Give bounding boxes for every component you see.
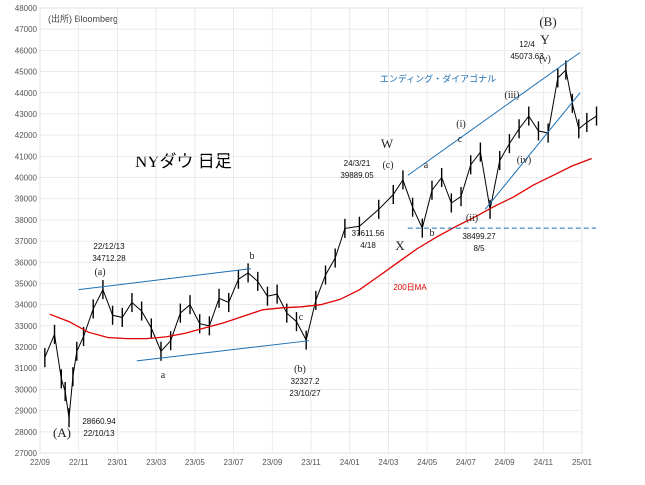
wave-label: (v) [539,54,551,65]
y-tick-label: 38000 [15,216,38,225]
y-tick-label: 48000 [15,4,38,13]
wave-label: (A) [53,425,71,440]
point-value-label: 28660.94 [82,417,116,426]
chart-title: NYダウ 日足 [135,152,232,171]
trendline [484,92,581,210]
wave-label: X [395,238,405,253]
y-tick-label: 45000 [15,68,38,77]
y-tick-label: 32000 [15,343,38,352]
y-tick-label: 41000 [15,152,38,161]
wave-label: (iii) [505,90,520,101]
point-value-label: 45073.63 [510,52,544,61]
point-date-label: 22/10/13 [83,429,115,438]
x-tick-label: 24/05 [417,458,438,467]
wave-label: W [381,136,394,151]
x-tick-label: 24/01 [340,458,361,467]
wave-label: c [458,134,463,145]
x-tick-label: 23/09 [262,458,283,467]
wave-label: a [424,160,429,171]
trendline [407,52,581,176]
y-tick-label: 35000 [15,279,38,288]
x-tick-label: 23/07 [224,458,245,467]
y-tick-label: 29000 [15,407,38,416]
y-tick-label: 47000 [15,25,38,34]
y-tick-label: 33000 [15,322,38,331]
point-date-label: 22/12/13 [93,242,125,251]
point-date-label: 23/10/27 [289,389,321,398]
wave-label: (c) [382,160,393,171]
x-tick-label: 23/03 [146,458,167,467]
y-tick-label: 27000 [15,449,38,458]
x-tick-label: 22/11 [69,458,89,467]
point-date-label: 4/18 [360,241,376,250]
x-tick-label: 24/11 [534,458,554,467]
wave-label: (ii) [466,213,478,224]
y-tick-label: 34000 [15,301,38,310]
point-value-label: 32327.2 [291,377,320,386]
trendline [78,268,252,291]
y-tick-label: 37000 [15,237,38,246]
x-tick-label: 25/01 [572,458,593,467]
x-tick-label: 23/01 [107,458,128,467]
y-tick-label: 36000 [15,258,38,267]
x-tick-label: 24/03 [378,458,399,467]
wave-label: a [161,370,166,381]
y-tick-label: 44000 [15,89,38,98]
x-tick-label: 24/07 [456,458,477,467]
x-tick-label: 24/09 [495,458,516,467]
point-value-label: 34712.28 [92,254,126,263]
y-tick-label: 46000 [15,46,38,55]
y-tick-label: 28000 [15,428,38,437]
x-tick-label: 23/05 [185,458,206,467]
point-date-label: 12/4 [519,40,535,49]
source-label: (出所) Bloomberg [48,13,118,24]
wave-label: (b) [294,364,306,375]
y-tick-label: 31000 [15,364,38,373]
x-tick-label: 22/09 [30,458,51,467]
wave-label: c [299,312,304,323]
wave-label: (iv) [517,155,531,166]
wave-label: Y [540,32,550,47]
wave-label: (i) [456,119,465,130]
wave-label: b [250,251,255,262]
wave-label: (B) [539,14,556,29]
point-value-label: 38499.27 [462,232,496,241]
y-tick-label: 40000 [15,174,38,183]
moving-average-label: 200日MA [393,283,427,292]
wave-label: (a) [94,267,105,278]
point-date-label: 24/3/21 [344,159,371,168]
moving-average-line [49,157,592,340]
point-value-label: 39889.05 [340,171,374,180]
y-tick-label: 39000 [15,195,38,204]
point-value-label: 37611.56 [352,229,385,238]
price-series-line [44,68,597,418]
channel-label: エンディング・ダイアゴナル [380,73,496,84]
y-tick-label: 30000 [15,385,38,394]
point-date-label: 8/5 [473,244,485,253]
y-tick-label: 43000 [15,110,38,119]
x-tick-label: 23/11 [301,458,321,467]
y-tick-label: 42000 [15,131,38,140]
wave-label: b [430,228,435,239]
trendline [136,340,310,362]
